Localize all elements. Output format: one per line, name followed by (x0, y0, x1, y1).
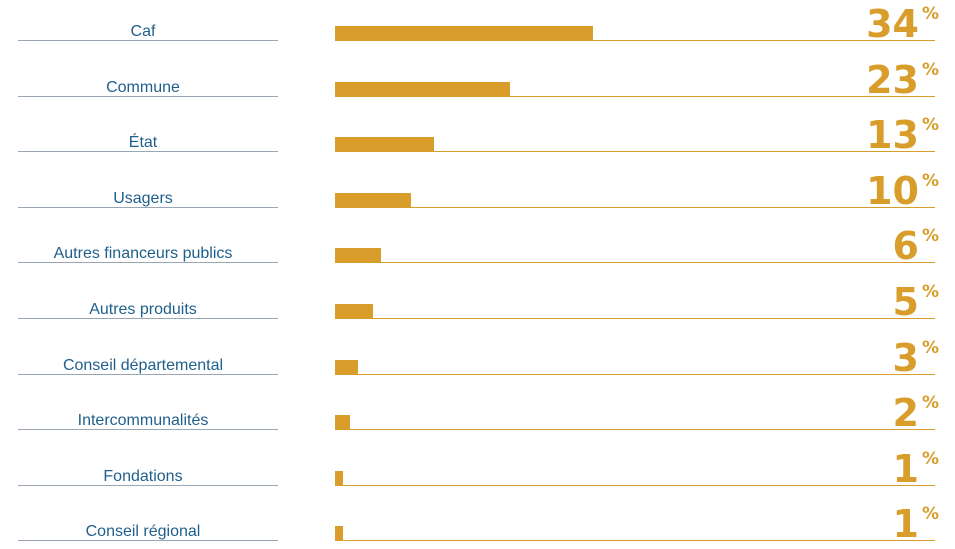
bar-baseline (335, 95, 935, 97)
category-label: Caf (130, 23, 156, 40)
value-label: 5 (892, 280, 919, 324)
percent-sign: % (921, 115, 939, 136)
bar (335, 526, 343, 542)
value-label: 1 (892, 502, 919, 547)
bar (335, 470, 343, 486)
percent-sign: % (921, 504, 939, 525)
category-label: Conseil régional (85, 523, 201, 541)
bar-row: Autres financeurs publics 6% (0, 207, 955, 269)
category-label: Fondations (103, 467, 183, 485)
label-underline (18, 206, 278, 208)
value-label: 13 (866, 113, 919, 158)
label-underline (18, 151, 278, 153)
bar (335, 137, 434, 153)
bar-row: Commune 23% (0, 41, 955, 102)
label-underline (18, 95, 278, 97)
bar-baseline (335, 151, 935, 153)
bar-row: Autres produits 5% (0, 263, 955, 324)
bar-row: Caf 34% (0, 0, 955, 46)
bar-baseline (335, 40, 935, 41)
bar-baseline (335, 484, 935, 486)
label-underline (18, 484, 278, 486)
label-underline (18, 40, 278, 41)
bar-row: Conseil départemental 3% (0, 319, 955, 380)
bar (335, 248, 381, 264)
value-label: 1 (892, 446, 919, 491)
value-label: 2 (892, 391, 919, 436)
bar (335, 192, 411, 208)
percent-sign: % (921, 337, 939, 358)
value-label: 3 (892, 335, 919, 380)
label-underline (18, 429, 278, 431)
percent-sign: % (921, 59, 939, 80)
bar-baseline (335, 429, 935, 431)
bar (335, 415, 351, 431)
bar-row: État 13% (0, 96, 955, 158)
category-label: Usagers (113, 189, 173, 207)
bar (335, 26, 594, 41)
bar-baseline (335, 373, 935, 375)
percent-sign: % (921, 448, 939, 469)
value-label: 34 (866, 2, 919, 46)
percent-sign: % (921, 170, 939, 191)
category-label: Conseil départemental (62, 356, 224, 374)
bar-baseline (335, 206, 935, 208)
bar (335, 359, 358, 375)
category-label: Commune (106, 78, 180, 96)
percent-sign: % (921, 282, 939, 302)
bar-baseline (335, 540, 935, 542)
value-label: 23 (866, 57, 919, 102)
percent-sign: % (921, 4, 939, 24)
value-label: 6 (892, 224, 919, 269)
category-label: Autres produits (89, 301, 197, 318)
category-label: Intercommunalités (77, 412, 209, 430)
category-label: État (128, 134, 158, 152)
bar-row: Usagers 10% (0, 152, 955, 213)
bar-row: Fondations 1% (0, 430, 955, 491)
bar (335, 81, 510, 97)
value-label: 10 (866, 168, 919, 213)
bar (335, 304, 373, 319)
label-underline (18, 318, 278, 319)
label-underline (18, 373, 278, 375)
bar-row: Intercommunalités 2% (0, 374, 955, 436)
percent-sign: % (921, 226, 939, 247)
label-underline (18, 540, 278, 542)
bar-baseline (335, 318, 935, 319)
percent-sign: % (921, 393, 939, 414)
category-label: Autres financeurs publics (53, 245, 233, 263)
bar-baseline (335, 262, 935, 264)
label-underline (18, 262, 278, 264)
bar-row: Conseil régional 1% (0, 485, 955, 547)
